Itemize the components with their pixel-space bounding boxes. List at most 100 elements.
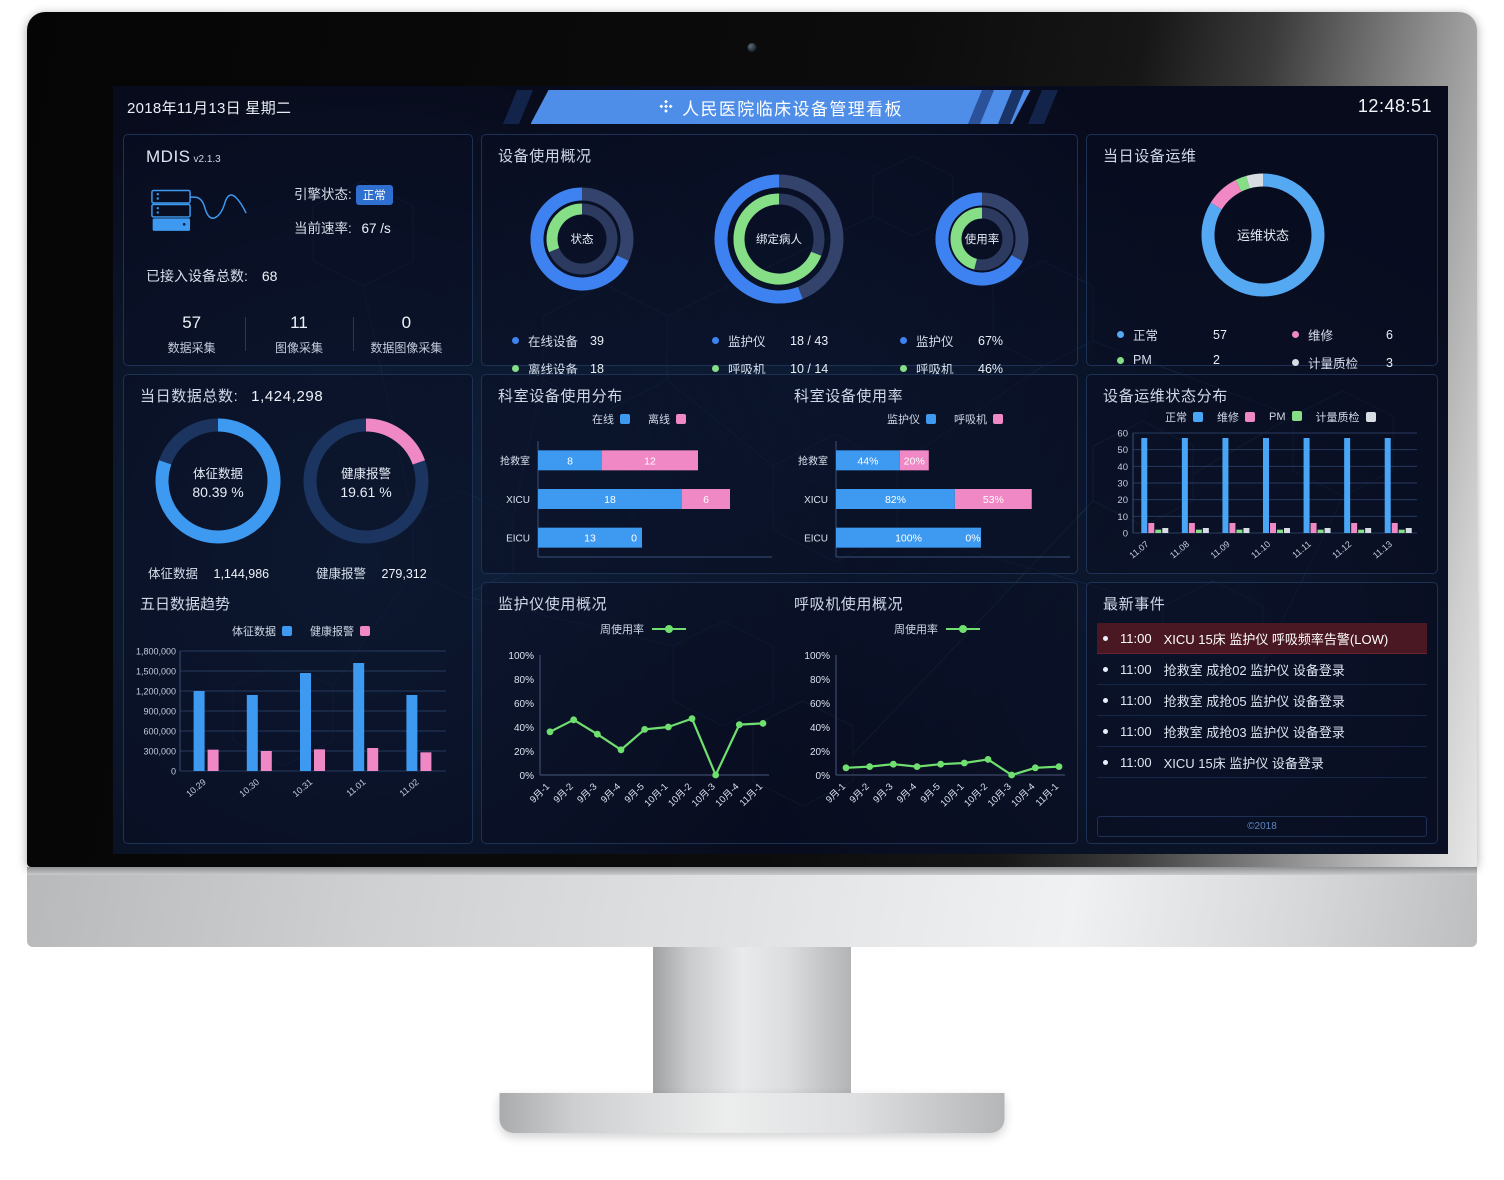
event-bullet-icon [1103, 697, 1108, 703]
server-waveform-icon [151, 189, 247, 231]
event-list[interactable]: 11:00 XICU 15床 监护仪 呼吸频率告警(LOW) 11:00 抢救室 成抢… [1097, 623, 1427, 778]
event-row[interactable]: 11:00 XICU 15床 监护仪 呼吸频率告警(LOW) [1097, 623, 1427, 654]
svg-text:11.12: 11.12 [1330, 539, 1353, 561]
footer-value: 1,144,986 [213, 567, 270, 581]
legend-label: PM [1133, 353, 1152, 367]
stat-cell: 57 数据采集 [138, 313, 245, 356]
panel-title-ops-today: 当日设备运维 [1103, 148, 1197, 165]
svg-text:20%: 20% [810, 747, 830, 758]
copyright-footer: ©2018 [1097, 816, 1427, 837]
legend-label: 离线 [648, 414, 670, 426]
legend-item: 离线 [648, 411, 686, 427]
svg-text:0: 0 [1123, 529, 1128, 540]
svg-text:12: 12 [644, 455, 656, 467]
svg-text:11.13: 11.13 [1371, 539, 1394, 561]
legend-label: 体征数据 [232, 626, 276, 638]
legend-label: 计量质检 [1315, 412, 1360, 424]
chart-ops-distribution: 0 10 20 30 40 50 60 11.07 11.08 11.09 11.10 11.11 11… [1117, 429, 1417, 561]
svg-text:10月-1: 10月-1 [939, 781, 967, 809]
legend-monitor-usage: 周使用率 [600, 621, 686, 637]
panel-usage-lines: 监护仪使用概况 呼吸机使用概况 周使用率 周使用率 [481, 582, 1078, 844]
legend-item: 呼吸机 46% [900, 359, 1003, 378]
svg-text:抢救室: 抢救室 [500, 454, 530, 467]
svg-text:11.09: 11.09 [1209, 539, 1232, 561]
legend-dept-distribution: 在线 离线 [592, 411, 686, 427]
event-row[interactable]: 11:00 抢救室 成抢05 监护仪 设备登录 [1097, 685, 1427, 716]
svg-text:0: 0 [171, 767, 176, 777]
chart-vent-usage: 0%20%40%60%80%100%9月-1 9月-2 9月-3 9月-4 9月-510… [804, 651, 1065, 809]
screen: 2018年11月13日 星期二 [113, 86, 1448, 854]
event-time: 11:00 [1120, 661, 1152, 677]
legend-label: 在线 [592, 414, 614, 426]
engine-status-label: 引擎状态: [294, 187, 352, 202]
legend-item: 在线 [592, 411, 630, 427]
panel-title-dept-distribution: 科室设备使用分布 [498, 388, 623, 405]
svg-text:0%: 0% [816, 771, 831, 782]
svg-text:100%: 100% [804, 651, 830, 662]
svg-text:10月-4: 10月-4 [714, 781, 742, 809]
footer-label: 健康报警 [316, 567, 367, 581]
copyright-text: ©2018 [1247, 821, 1277, 832]
legend-item: 维修 [1217, 409, 1255, 425]
event-row[interactable]: 11:00 抢救室 成抢03 监护仪 设备登录 [1097, 716, 1427, 747]
monitor-body: 2018年11月13日 星期二 [27, 12, 1477, 867]
panel-title-vent-usage: 呼吸机使用概况 [794, 596, 904, 613]
stat-cell: 11 图像采集 [245, 313, 352, 356]
panel-title-dept-utilization: 科室设备使用率 [794, 388, 904, 405]
event-time: 11:00 [1120, 723, 1152, 739]
legend-value: 18 [590, 361, 604, 376]
event-text: XICU 15床 监护仪 设备登录 [1163, 755, 1324, 771]
svg-text:XICU: XICU [506, 495, 530, 506]
legend-label: 周使用率 [894, 624, 938, 636]
header-title: 人民医院临床设备管理看板 [682, 99, 903, 119]
webcam-icon [747, 43, 757, 52]
legend-value: 3 [1386, 355, 1393, 370]
svg-text:10月-1: 10月-1 [643, 781, 671, 809]
legend-item: 周使用率 [600, 621, 644, 637]
legend-item: 呼吸机 [954, 411, 1003, 427]
svg-text:6: 6 [703, 494, 709, 506]
svg-text:10月-3: 10月-3 [986, 781, 1014, 809]
acquisition-stats: 57 数据采集 11 图像采集 0 数据图像采集 [138, 313, 460, 356]
svg-text:20%: 20% [904, 455, 925, 467]
svg-text:10.29: 10.29 [184, 777, 208, 799]
event-row[interactable]: 11:00 XICU 15床 监护仪 设备登录 [1097, 747, 1427, 778]
legend-label: 呼吸机 [916, 363, 954, 377]
svg-text:11月-1: 11月-1 [738, 781, 765, 808]
event-bullet-icon [1103, 728, 1108, 734]
event-row[interactable]: 11:00 抢救室 成抢02 监护仪 设备登录 [1097, 654, 1427, 685]
legend-dept-utilization: 监护仪 呼吸机 [887, 411, 1003, 427]
svg-text:8: 8 [567, 455, 573, 467]
legend-value: 39 [590, 333, 604, 348]
svg-text:44%: 44% [857, 455, 878, 467]
total-devices-row: 已接入设备总数: 68 [146, 266, 277, 286]
chart-five-day-trend: 0 300,000 600,000 900,000 1,200,000 1,500,000… [136, 647, 446, 799]
monitor-stand-base [499, 1093, 1005, 1133]
svg-text:11.07: 11.07 [1127, 539, 1150, 561]
legend-label: 离线设备 [528, 363, 579, 377]
svg-text:绑定病人: 绑定病人 [756, 232, 802, 246]
panel-ops-today: 当日设备运维 运维状态 正常 57 PM 2 维修 6 计量质检 3 [1086, 134, 1438, 371]
chart-dept-distribution: 抢救室 8 12 XICU 18 6 EICU 13 0 [500, 441, 772, 558]
panel-mdis: MDIS v2.1.3 [123, 134, 473, 366]
svg-text:1,500,000: 1,500,000 [136, 667, 176, 677]
legend-item: 计量质检 3 [1292, 353, 1393, 372]
svg-text:20%: 20% [514, 747, 534, 758]
stat-caption: 图像采集 [274, 341, 323, 355]
engine-status-row: 引擎状态: 正常 [294, 183, 393, 206]
rate-value: 67 /s [361, 221, 391, 236]
svg-text:9月-1: 9月-1 [528, 781, 552, 805]
mdis-title: MDIS v2.1.3 [146, 147, 221, 167]
svg-text:体征数据: 体征数据 [193, 466, 243, 481]
svg-text:40%: 40% [514, 723, 534, 734]
legend-five-day-trend: 体征数据 健康报警 [232, 623, 370, 639]
svg-text:抢救室: 抢救室 [798, 454, 828, 467]
event-time: 11:00 [1120, 630, 1152, 646]
medical-cross-icon [658, 99, 674, 115]
svg-text:健康报警: 健康报警 [341, 466, 391, 481]
legend-label: PM [1269, 411, 1286, 423]
stat-number: 57 [182, 313, 202, 332]
header-chevron-6 [1028, 90, 1058, 124]
panel-device-usage: 设备使用概况 状态 绑定病人 使用率 在线设备 39 离线设备 18 监护仪 18 / 4… [481, 134, 1078, 377]
svg-text:18: 18 [604, 494, 616, 506]
